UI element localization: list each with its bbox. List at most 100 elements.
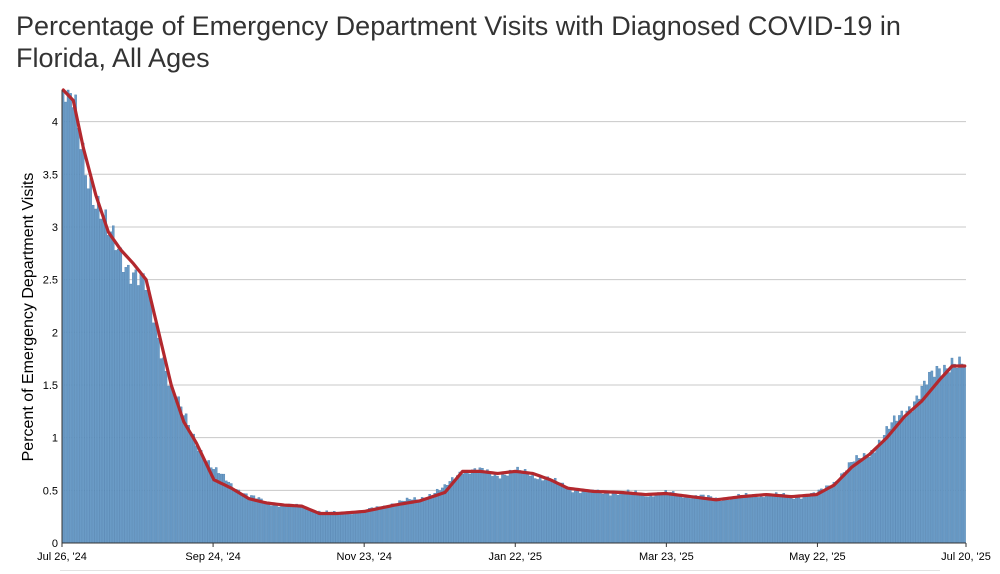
daily-bar	[430, 495, 434, 544]
x-tick-label: Nov 23, '24	[337, 551, 392, 563]
daily-bar	[609, 495, 612, 544]
daily-bar	[800, 498, 803, 544]
y-tick-label: 2.5	[43, 275, 58, 287]
daily-bar	[880, 441, 883, 544]
daily-bar	[335, 513, 339, 544]
daily-bar	[892, 415, 896, 544]
daily-bar	[468, 473, 472, 544]
daily-bar	[659, 494, 662, 544]
daily-bar	[747, 495, 750, 544]
y-tick-label: 2	[52, 327, 58, 339]
daily-bar	[260, 498, 263, 544]
daily-bar	[599, 490, 602, 544]
daily-bar	[797, 496, 801, 544]
daily-bar	[292, 505, 296, 544]
daily-bar	[333, 511, 336, 544]
daily-bar	[513, 471, 517, 544]
daily-bar	[320, 512, 323, 544]
daily-bar	[579, 493, 582, 544]
daily-bar	[754, 496, 758, 544]
daily-bar	[498, 478, 502, 544]
daily-bar	[390, 503, 394, 544]
daily-bar	[297, 505, 301, 544]
daily-bar	[538, 476, 542, 544]
daily-bar	[945, 368, 949, 544]
daily-bar	[280, 504, 283, 544]
daily-bar	[340, 511, 344, 544]
daily-bar	[857, 458, 861, 544]
daily-bar	[300, 507, 303, 544]
daily-bar	[624, 493, 627, 544]
daily-bar	[235, 489, 238, 544]
daily-bar	[385, 505, 389, 544]
daily-bar	[551, 479, 554, 544]
daily-bar	[855, 455, 858, 544]
daily-bar	[122, 272, 125, 544]
daily-bar	[338, 512, 341, 544]
daily-bar	[561, 482, 565, 544]
y-tick-label: 3	[52, 222, 58, 234]
moving-average-path	[61, 88, 967, 516]
daily-bar	[124, 267, 128, 544]
daily-bar	[307, 510, 311, 544]
daily-bar	[606, 493, 610, 544]
daily-bar	[704, 497, 708, 544]
daily-bar	[900, 410, 904, 544]
daily-bar	[501, 473, 504, 544]
daily-bar	[71, 107, 75, 544]
daily-bar	[661, 492, 665, 544]
daily-bar	[348, 512, 351, 544]
daily-bar	[908, 406, 911, 544]
daily-bar	[923, 380, 926, 544]
daily-bar	[634, 490, 637, 544]
daily-bar	[925, 384, 929, 544]
daily-bar	[86, 188, 90, 544]
daily-bar	[672, 491, 675, 544]
daily-bar	[875, 448, 878, 544]
daily-bar	[144, 290, 148, 544]
daily-bar	[928, 371, 931, 544]
daily-bar	[867, 457, 871, 544]
daily-bar	[458, 471, 462, 544]
daily-bar	[478, 467, 482, 544]
daily-bar	[187, 425, 190, 544]
daily-bar	[790, 495, 793, 544]
daily-bar	[654, 495, 657, 544]
daily-bar	[194, 445, 198, 544]
daily-bar	[872, 452, 876, 544]
daily-bar	[277, 506, 281, 544]
daily-bar	[506, 475, 509, 544]
daily-bar	[413, 497, 416, 544]
daily-bar	[584, 489, 587, 544]
daily-bar	[109, 231, 113, 544]
footer-divider	[60, 570, 940, 574]
daily-bar	[714, 497, 718, 544]
daily-bar	[890, 422, 893, 544]
daily-bar	[571, 492, 575, 544]
daily-bar	[842, 472, 846, 544]
daily-bar	[913, 401, 916, 544]
daily-bar	[950, 357, 954, 544]
daily-bar	[764, 496, 768, 544]
daily-bar	[345, 513, 349, 544]
daily-bar	[719, 500, 723, 544]
daily-bar	[425, 497, 429, 544]
daily-bar	[543, 479, 547, 544]
daily-bar	[471, 469, 474, 544]
daily-bar	[694, 495, 698, 544]
daily-bar	[174, 400, 178, 544]
daily-bar	[142, 273, 145, 544]
daily-bar	[383, 505, 386, 544]
daily-bar	[920, 385, 924, 544]
daily-bar	[64, 101, 67, 544]
daily-bar	[870, 450, 873, 544]
daily-bar	[639, 494, 642, 544]
daily-bar	[197, 450, 200, 544]
daily-bar	[327, 512, 331, 544]
daily-bar	[722, 498, 725, 544]
daily-bar	[415, 499, 419, 544]
daily-bar	[230, 483, 233, 544]
daily-bar	[373, 508, 376, 544]
daily-bar	[418, 500, 421, 544]
daily-bar	[265, 501, 268, 544]
